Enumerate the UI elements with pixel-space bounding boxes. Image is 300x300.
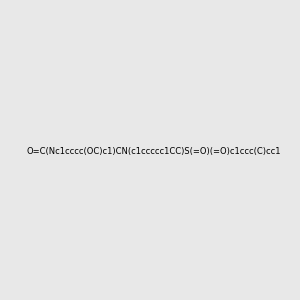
- Text: O=C(Nc1cccc(OC)c1)CN(c1ccccc1CC)S(=O)(=O)c1ccc(C)cc1: O=C(Nc1cccc(OC)c1)CN(c1ccccc1CC)S(=O)(=O…: [26, 147, 281, 156]
